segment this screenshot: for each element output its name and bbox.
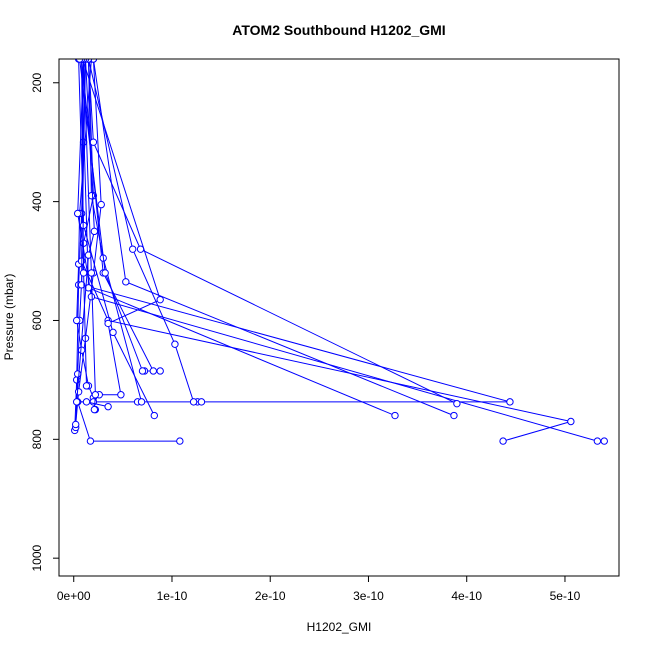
series-line <box>75 59 102 425</box>
series-profile <box>77 59 575 445</box>
data-point <box>122 278 130 286</box>
data-point <box>117 391 125 399</box>
data-point <box>87 293 96 301</box>
data-point <box>600 437 608 445</box>
data-point <box>72 316 81 325</box>
series-line <box>77 59 605 442</box>
data-point <box>593 437 602 445</box>
data-point <box>506 398 514 406</box>
y-tick-label: 600 <box>30 310 44 330</box>
data-point <box>84 251 93 259</box>
data-point <box>101 269 109 277</box>
data-point <box>156 295 164 304</box>
data-point <box>104 319 112 328</box>
series-line <box>81 59 572 442</box>
y-tick-label: 800 <box>30 429 44 449</box>
data-point <box>72 420 80 429</box>
series-profile <box>78 59 164 414</box>
series-profile <box>84 59 206 406</box>
x-tick-label: 3e-10 <box>353 589 384 603</box>
series-profile <box>89 59 458 420</box>
data-point <box>109 328 117 337</box>
data-point <box>74 388 83 396</box>
data-point <box>90 227 99 236</box>
data-point <box>128 245 137 253</box>
chart-title: ATOM2 Southbound H1202_GMI <box>232 22 445 38</box>
data-point <box>450 411 458 420</box>
data-point <box>156 367 164 375</box>
y-axis: 200 400 600 800 1000 <box>30 72 60 572</box>
y-tick-label: 1000 <box>30 545 44 572</box>
x-tick-label: 1e-10 <box>157 589 188 603</box>
series-line <box>88 59 458 405</box>
data-point <box>77 346 86 354</box>
series-line <box>88 59 202 403</box>
series-line <box>83 59 96 410</box>
data-point <box>87 269 96 277</box>
series-profile <box>73 59 608 445</box>
x-tick-label: 0e+00 <box>57 589 91 603</box>
series-profile <box>84 59 461 408</box>
data-point <box>72 398 81 406</box>
data-point <box>104 402 112 411</box>
series-layer <box>71 59 608 445</box>
data-point <box>82 382 91 390</box>
data-point <box>137 398 146 406</box>
data-point <box>77 281 86 289</box>
data-point <box>391 411 399 420</box>
y-tick-label: 200 <box>30 72 44 92</box>
data-point <box>97 200 105 209</box>
x-tick-label: 4e-10 <box>451 589 482 603</box>
y-axis-label: Pressure (mbar) <box>2 274 16 361</box>
data-point <box>79 269 88 277</box>
data-point <box>86 437 95 445</box>
plot-frame <box>58 58 620 577</box>
data-point <box>453 399 461 408</box>
data-point <box>73 209 82 218</box>
data-point <box>150 411 158 420</box>
data-point <box>499 437 507 445</box>
x-tick-label: 5e-10 <box>550 589 581 603</box>
series-line <box>92 59 455 417</box>
x-axis: 0e+00 1e-10 2e-10 3e-10 4e-10 5e-10 <box>57 575 581 603</box>
data-point <box>82 398 91 406</box>
data-point <box>73 370 82 378</box>
series-line <box>81 59 396 417</box>
data-point <box>90 405 99 414</box>
data-point <box>91 391 100 399</box>
data-point <box>89 138 98 146</box>
data-point <box>149 367 158 375</box>
data-point <box>171 340 179 348</box>
data-point <box>197 398 206 406</box>
y-tick-label: 400 <box>30 191 44 211</box>
series-profile <box>77 59 399 420</box>
x-axis-label: H1202_GMI <box>307 620 372 634</box>
data-point <box>189 398 198 406</box>
x-tick-label: 2e-10 <box>255 589 286 603</box>
series-profile <box>75 59 147 375</box>
data-point <box>567 417 575 426</box>
data-point <box>176 437 184 445</box>
data-point <box>138 367 147 375</box>
data-point <box>75 59 84 63</box>
data-point <box>87 191 96 200</box>
